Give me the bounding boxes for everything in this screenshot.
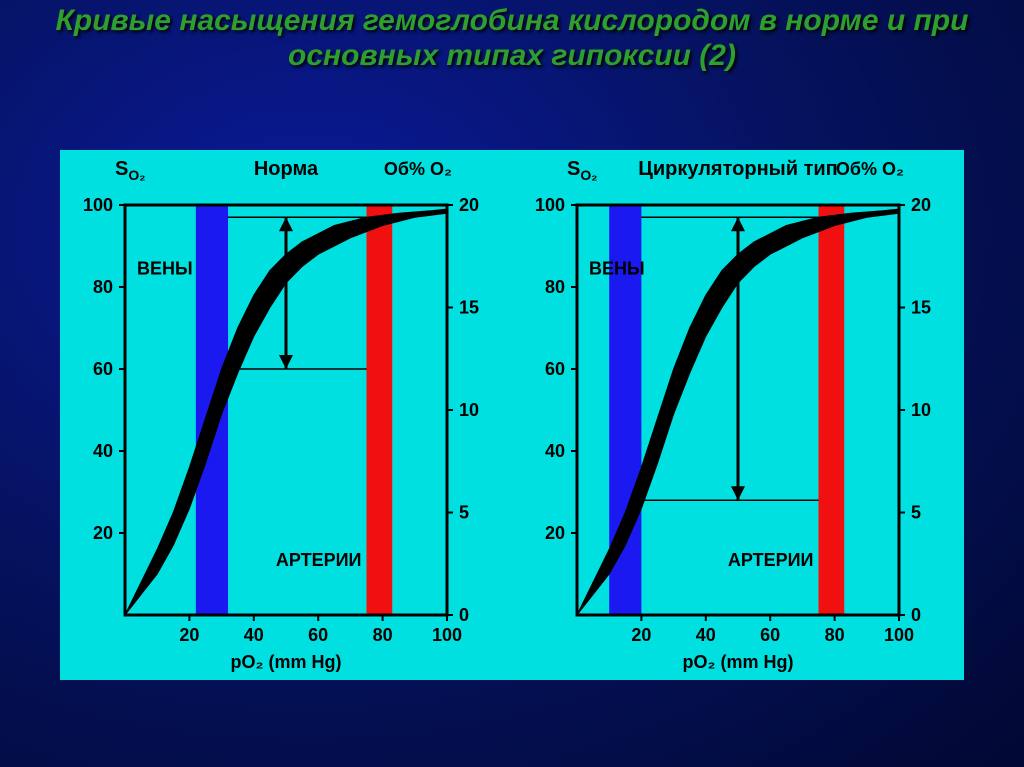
svg-text:15: 15 bbox=[459, 298, 479, 318]
chart-circulatory: SO₂Циркуляторный типОб% O₂20406080100051… bbox=[512, 150, 964, 680]
svg-text:Циркуляторный тип: Циркуляторный тип bbox=[638, 158, 838, 180]
svg-text:0: 0 bbox=[911, 605, 921, 625]
svg-text:20: 20 bbox=[545, 523, 565, 543]
svg-text:40: 40 bbox=[696, 625, 716, 645]
svg-text:100: 100 bbox=[83, 195, 113, 215]
svg-text:40: 40 bbox=[545, 441, 565, 461]
svg-text:pO₂ (mm Hg): pO₂ (mm Hg) bbox=[231, 652, 342, 672]
svg-text:SO₂: SO₂ bbox=[115, 158, 145, 183]
svg-text:10: 10 bbox=[911, 400, 931, 420]
artery-label: АРТЕРИИ bbox=[728, 550, 814, 570]
svg-text:pO₂ (mm Hg): pO₂ (mm Hg) bbox=[683, 652, 794, 672]
svg-text:100: 100 bbox=[432, 625, 462, 645]
svg-text:20: 20 bbox=[631, 625, 651, 645]
artery-label: АРТЕРИИ bbox=[276, 550, 362, 570]
chart-panel: SO₂НормаОб% O₂20406080100051015202040608… bbox=[60, 150, 964, 680]
svg-text:80: 80 bbox=[93, 277, 113, 297]
artery-band bbox=[819, 205, 845, 615]
svg-text:60: 60 bbox=[760, 625, 780, 645]
vein-label: ВЕНЫ bbox=[137, 259, 193, 279]
svg-text:60: 60 bbox=[93, 359, 113, 379]
svg-text:5: 5 bbox=[459, 503, 469, 523]
artery-band bbox=[367, 205, 393, 615]
svg-text:20: 20 bbox=[459, 195, 479, 215]
vein-label: ВЕНЫ bbox=[589, 259, 645, 279]
svg-text:Об% O₂: Об% O₂ bbox=[384, 159, 452, 179]
svg-text:20: 20 bbox=[93, 523, 113, 543]
svg-text:SO₂: SO₂ bbox=[567, 158, 597, 183]
slide-background: Кривые насыщения гемоглобина кислородом … bbox=[0, 0, 1024, 767]
svg-text:10: 10 bbox=[459, 400, 479, 420]
svg-text:15: 15 bbox=[911, 298, 931, 318]
svg-text:100: 100 bbox=[535, 195, 565, 215]
svg-text:40: 40 bbox=[93, 441, 113, 461]
svg-text:80: 80 bbox=[825, 625, 845, 645]
svg-text:Об% O₂: Об% O₂ bbox=[836, 159, 904, 179]
svg-text:0: 0 bbox=[459, 605, 469, 625]
svg-text:Норма: Норма bbox=[254, 158, 319, 180]
slide-title: Кривые насыщения гемоглобина кислородом … bbox=[0, 0, 1024, 73]
svg-text:20: 20 bbox=[911, 195, 931, 215]
svg-text:80: 80 bbox=[373, 625, 393, 645]
svg-text:100: 100 bbox=[884, 625, 914, 645]
svg-text:20: 20 bbox=[179, 625, 199, 645]
chart-normal: SO₂НормаОб% O₂20406080100051015202040608… bbox=[60, 150, 512, 680]
svg-text:80: 80 bbox=[545, 277, 565, 297]
svg-text:60: 60 bbox=[545, 359, 565, 379]
svg-text:60: 60 bbox=[308, 625, 328, 645]
svg-text:40: 40 bbox=[244, 625, 264, 645]
svg-text:5: 5 bbox=[911, 503, 921, 523]
